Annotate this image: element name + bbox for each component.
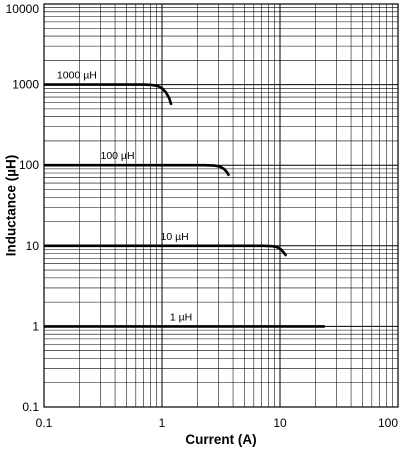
- series-curve-100uh: [44, 163, 231, 177]
- series-label-1uh: 1 µH: [170, 311, 192, 323]
- y-tick-label: 100: [19, 158, 39, 172]
- x-axis-title: Current (A): [185, 432, 256, 447]
- series-labels: 1000 µH 100 µH 10 µH 1 µH: [57, 70, 192, 324]
- series-curve-10uh: [44, 244, 288, 257]
- y-tick-label: 10000: [6, 2, 40, 16]
- y-tick-label: 1000: [12, 78, 39, 92]
- grid-lines: [44, 4, 398, 407]
- x-tick-label: 1: [159, 416, 166, 430]
- x-tick-label: 0.1: [36, 416, 53, 430]
- x-tick-label: 100: [378, 416, 398, 430]
- series-lines: [44, 83, 325, 328]
- series-label-100uh: 100 µH: [101, 150, 135, 162]
- x-tick-label: 10: [273, 416, 287, 430]
- plot-frame: [43, 3, 399, 408]
- tick-labels: 0.1 1 10 100 0.1 1 10 100 1000 10000: [6, 2, 399, 430]
- y-tick-label: 10: [26, 239, 40, 253]
- series-label-1000uh: 1000 µH: [57, 70, 97, 82]
- series-curve-1000uh: [44, 83, 173, 106]
- y-tick-label: 0.1: [22, 400, 39, 414]
- series-label-10uh: 10 µH: [161, 231, 189, 243]
- y-axis-title: Inductance (µH): [4, 155, 19, 257]
- y-tick-label: 1: [32, 319, 39, 333]
